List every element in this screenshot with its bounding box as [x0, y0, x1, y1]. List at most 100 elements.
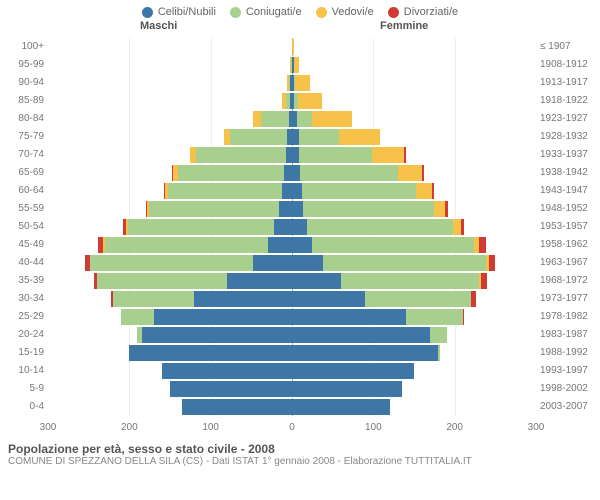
age-label: 25-29: [0, 312, 44, 322]
segment: [268, 237, 292, 253]
bar-row: [48, 201, 536, 217]
birth-year-label: 1953-1957: [540, 222, 600, 232]
legend-item: Vedovi/e: [316, 6, 374, 18]
segment: [300, 165, 398, 181]
legend-item: Divorziati/e: [388, 6, 458, 18]
female-bar: [292, 147, 536, 163]
female-bar: [292, 291, 536, 307]
segment: [299, 129, 340, 145]
male-bar: [48, 255, 292, 271]
segment: [398, 165, 422, 181]
age-label: 55-59: [0, 204, 44, 214]
birth-year-label: 1943-1947: [540, 186, 600, 196]
age-label: 30-34: [0, 294, 44, 304]
male-bar: [48, 237, 292, 253]
age-label: 60-64: [0, 186, 44, 196]
segment: [97, 273, 227, 289]
male-bar: [48, 291, 292, 307]
segment: [261, 111, 289, 127]
segment: [481, 273, 488, 289]
male-bar: [48, 75, 292, 91]
male-bar: [48, 363, 292, 379]
legend-swatch: [388, 7, 399, 18]
female-bar: [292, 363, 536, 379]
age-label: 70-74: [0, 150, 44, 160]
age-label: 100+: [0, 42, 44, 52]
x-tick-label: 200: [121, 422, 138, 433]
age-label: 20-24: [0, 330, 44, 340]
segment: [292, 363, 414, 379]
male-bar: [48, 273, 292, 289]
segment: [323, 255, 486, 271]
bar-row: [48, 129, 536, 145]
segment: [312, 111, 353, 127]
segment: [404, 147, 406, 163]
segment: [292, 183, 302, 199]
y-axis-right: ≤ 19071908-19121913-19171918-19221923-19…: [540, 38, 600, 438]
age-label: 10-14: [0, 366, 44, 376]
female-bar: [292, 129, 536, 145]
birth-year-label: ≤ 1907: [540, 42, 600, 52]
bar-row: [48, 183, 536, 199]
bar-row: [48, 147, 536, 163]
segment: [292, 165, 300, 181]
bar-row: [48, 57, 536, 73]
segment: [312, 237, 475, 253]
segment: [292, 399, 390, 415]
age-label: 95-99: [0, 60, 44, 70]
male-bar: [48, 147, 292, 163]
age-label: 65-69: [0, 168, 44, 178]
segment: [292, 201, 303, 217]
male-bar: [48, 309, 292, 325]
female-bar: [292, 75, 536, 91]
male-bar: [48, 111, 292, 127]
plot-area: Fasce di età Anni di nascita 100+95-9990…: [0, 38, 600, 438]
segment: [438, 345, 440, 361]
segment: [279, 201, 292, 217]
segment: [294, 57, 299, 73]
segment: [292, 255, 323, 271]
age-label: 15-19: [0, 348, 44, 358]
female-bar: [292, 255, 536, 271]
segment: [297, 111, 312, 127]
male-bar: [48, 39, 292, 55]
segment: [162, 363, 292, 379]
segment: [230, 129, 287, 145]
segment: [292, 381, 402, 397]
x-tick-label: 300: [528, 422, 545, 433]
birth-year-label: 1958-1962: [540, 240, 600, 250]
birth-year-label: 1968-1972: [540, 276, 600, 286]
bar-row: [48, 255, 536, 271]
bar-row: [48, 399, 536, 415]
x-tick-label: 100: [202, 422, 219, 433]
female-bar: [292, 327, 536, 343]
segment: [307, 219, 453, 235]
male-bar: [48, 327, 292, 343]
age-label: 75-79: [0, 132, 44, 142]
segment: [196, 147, 285, 163]
segment: [129, 345, 292, 361]
bar-row: [48, 363, 536, 379]
female-bar: [292, 399, 536, 415]
segment: [463, 309, 465, 325]
gender-headers: Maschi Femmine: [0, 20, 600, 38]
segment: [90, 255, 253, 271]
segment: [168, 183, 282, 199]
segment: [302, 183, 416, 199]
legend-item: Celibi/Nubili: [142, 6, 216, 18]
segment: [292, 345, 438, 361]
segment: [105, 237, 268, 253]
segment: [284, 165, 292, 181]
segment: [227, 273, 292, 289]
segment: [298, 93, 322, 109]
segment: [339, 129, 380, 145]
birth-year-label: 1963-1967: [540, 258, 600, 268]
female-bar: [292, 309, 536, 325]
segment: [194, 291, 292, 307]
birth-year-label: 1908-1912: [540, 60, 600, 70]
bar-row: [48, 309, 536, 325]
segment: [422, 165, 424, 181]
birth-year-label: 1993-1997: [540, 366, 600, 376]
segment: [299, 147, 372, 163]
legend-swatch: [316, 7, 327, 18]
